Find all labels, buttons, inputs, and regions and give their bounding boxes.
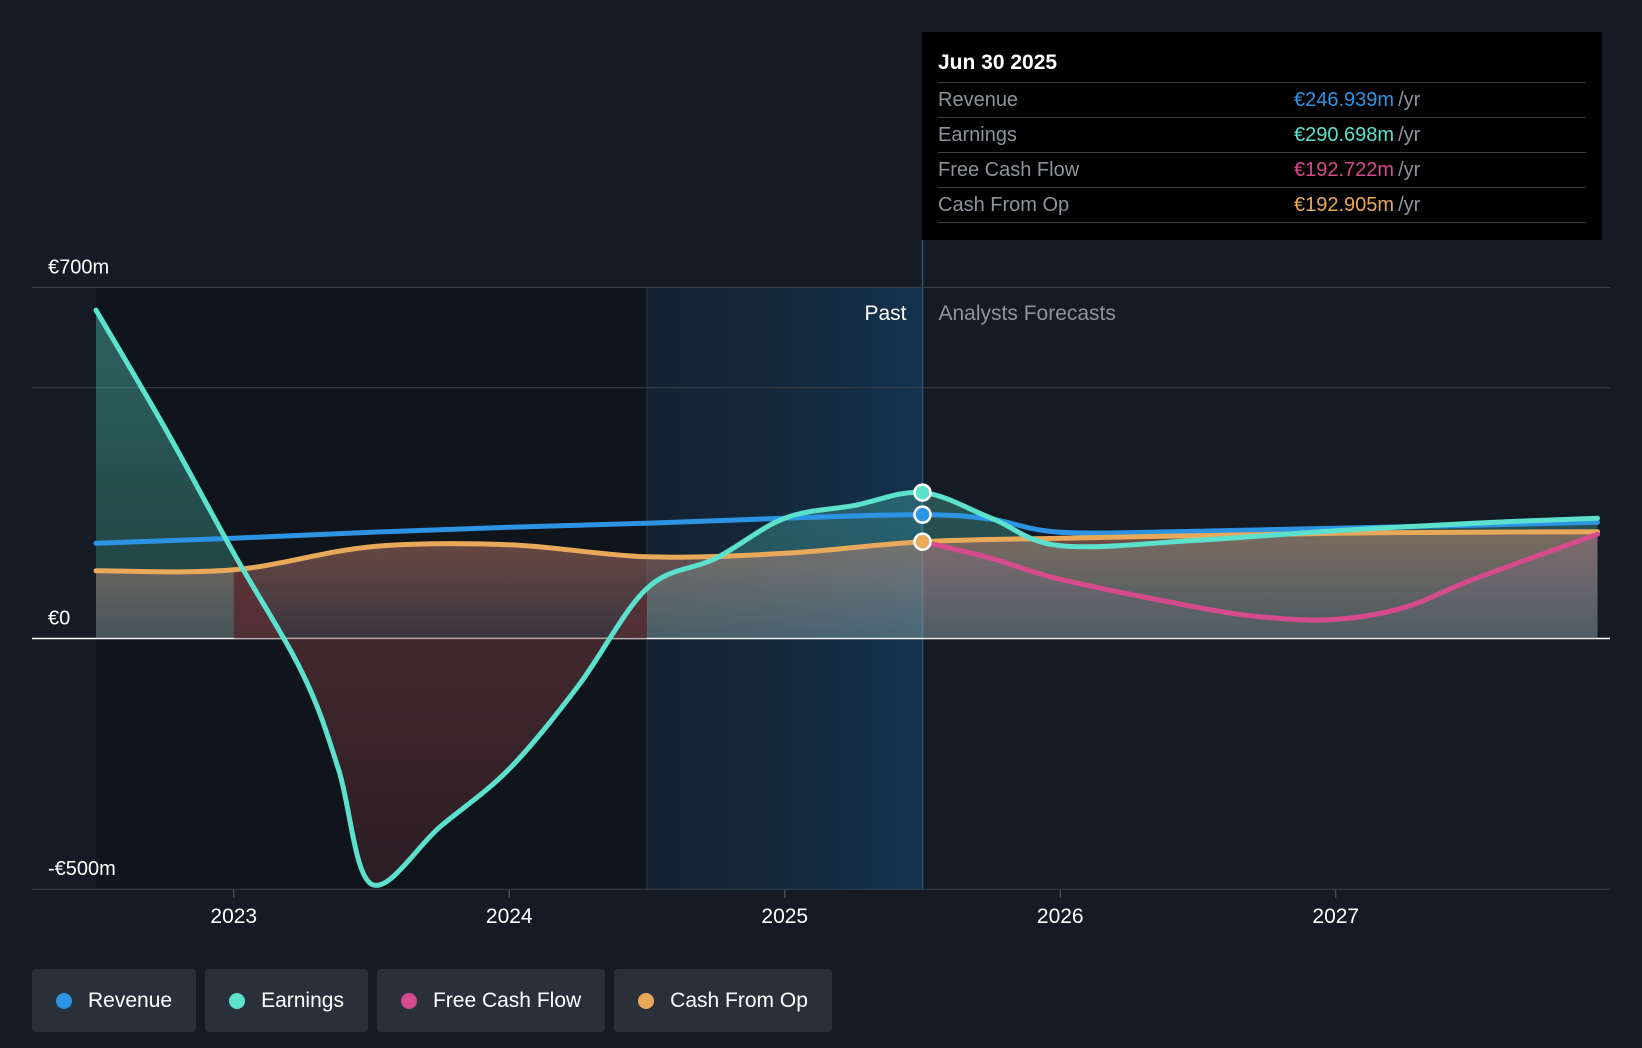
cash-from-op-marker [913, 532, 932, 551]
tooltip-unit: /yr [1398, 124, 1421, 146]
free-cash-flow-area [922, 534, 1598, 639]
earnings-marker [913, 483, 932, 502]
x-tick-label: 2027 [1312, 905, 1359, 928]
legend-label: Free Cash Flow [432, 988, 582, 1012]
tooltip-label: Revenue [938, 89, 1019, 111]
tooltip-row-earnings: Earnings €290.698m/yr [938, 118, 1586, 153]
tooltip-unit: /yr [1398, 89, 1421, 111]
legend-item-revenue[interactable]: Revenue [32, 969, 197, 1032]
tooltip-value: €290.698m [1294, 124, 1395, 146]
legend-label: Earnings [261, 988, 344, 1012]
y-tick-label: €700m [48, 257, 109, 279]
cash-from-op-line [93, 529, 1600, 575]
x-tick-label: 2023 [210, 905, 257, 928]
tooltip-row-cash-from-op: Cash From Op €192.905m/yr [938, 188, 1586, 223]
x-tick-label: 2025 [761, 905, 808, 928]
tooltip-row-free-cash-flow: Free Cash Flow €192.722m/yr [938, 153, 1586, 188]
x-tick-label: 2024 [486, 905, 533, 928]
x-tick-label: 2026 [1037, 905, 1084, 928]
free-cash-flow-line [920, 531, 1600, 623]
legend: Revenue Earnings Free Cash Flow Cash Fro… [32, 969, 832, 1032]
tooltip-date: Jun 30 2025 [938, 46, 1586, 83]
tooltip-unit: /yr [1398, 194, 1421, 216]
earnings-negative-area [233, 553, 648, 886]
legend-item-earnings[interactable]: Earnings [205, 969, 368, 1032]
legend-dot-icon [229, 992, 246, 1009]
legend-label: Revenue [88, 988, 173, 1012]
past-label: Past [864, 302, 906, 325]
tooltip-label: Earnings [938, 124, 1017, 146]
earnings-line [93, 307, 1600, 888]
tooltip-value: €192.722m [1294, 159, 1395, 181]
forecast-label: Analysts Forecasts [939, 302, 1116, 325]
tooltip-value: €246.939m [1294, 89, 1395, 111]
tooltip-value: €192.905m [1294, 194, 1395, 216]
tooltip-unit: /yr [1398, 159, 1421, 181]
legend-label: Cash From Op [670, 988, 808, 1012]
legend-item-free-cash-flow[interactable]: Free Cash Flow [376, 969, 606, 1032]
legend-dot-icon [400, 992, 417, 1009]
legend-dot-icon [638, 992, 655, 1009]
legend-dot-icon [56, 992, 72, 1009]
revenue-marker [913, 505, 932, 524]
tooltip-row-revenue: Revenue €246.939m/yr [938, 83, 1586, 118]
tooltip: Jun 30 2025 Revenue €246.939m/yr Earning… [922, 32, 1602, 240]
tooltip-label: Free Cash Flow [938, 159, 1080, 181]
y-tick-label: -€500m [48, 858, 116, 880]
legend-item-cash-from-op[interactable]: Cash From Op [614, 969, 832, 1032]
y-tick-label: €0 [48, 608, 70, 630]
tooltip-label: Cash From Op [938, 194, 1070, 216]
